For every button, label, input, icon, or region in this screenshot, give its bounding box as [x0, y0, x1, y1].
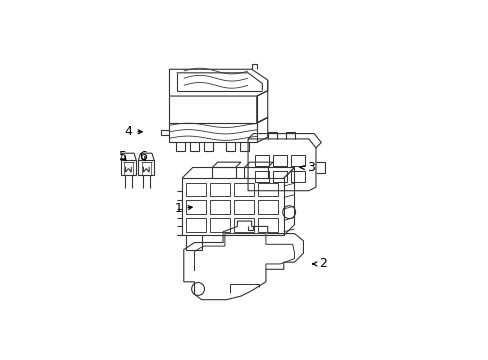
Text: 4: 4	[124, 125, 142, 138]
Text: 5: 5	[119, 150, 127, 163]
Text: 1: 1	[174, 202, 192, 215]
Text: 6: 6	[139, 150, 146, 163]
Text: 3: 3	[300, 161, 314, 174]
Text: 2: 2	[312, 257, 326, 270]
